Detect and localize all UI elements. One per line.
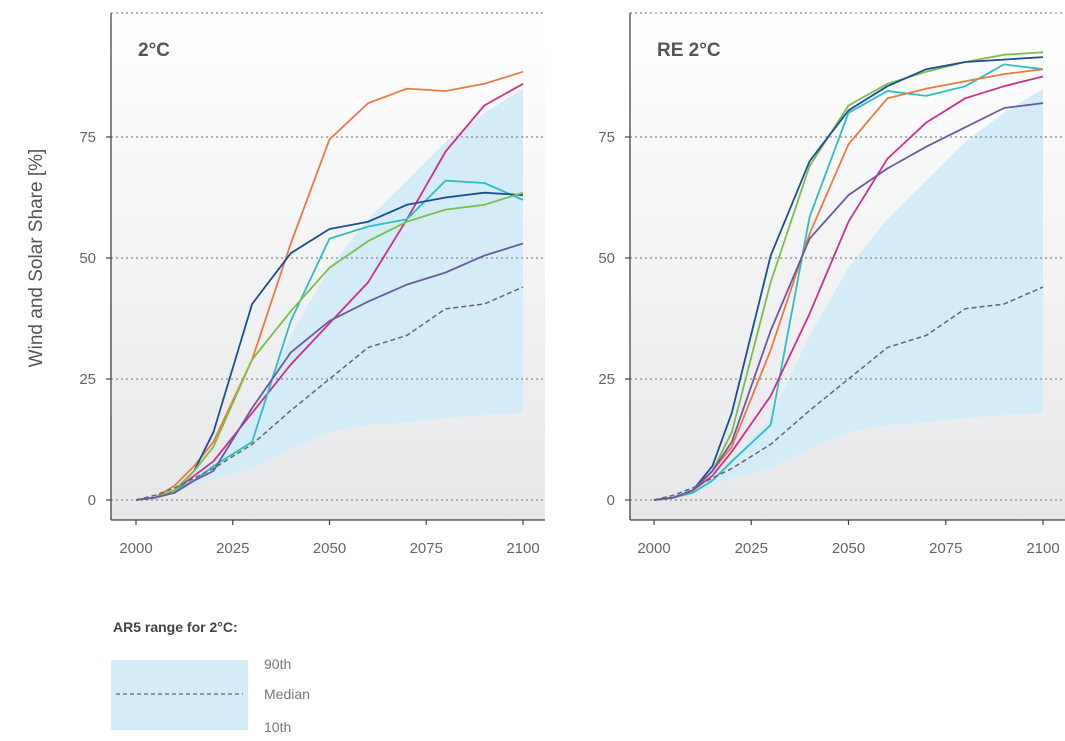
series-line-1 xyxy=(135,70,524,501)
panel-title: 2°C xyxy=(138,40,170,61)
legend-upper-label: 90th xyxy=(264,656,291,672)
y-tick-label: 75 xyxy=(598,129,615,146)
panel-2c: 0 25 50 75 2000 2025 2050 2075 2100 2°C xyxy=(79,12,545,557)
series-line-5 xyxy=(135,191,524,501)
series-line-6 xyxy=(135,242,524,501)
legend-median-label: Median xyxy=(264,686,310,702)
series-line-6 xyxy=(653,102,1044,501)
x-tick-label: 2025 xyxy=(735,540,768,557)
panel-re-2c: 0 25 50 75 2000 2025 2050 2075 2100 RE 2°C xyxy=(598,12,1065,557)
legend-band-swatch xyxy=(111,660,248,730)
legend: AR5 range for 2°C: 90th Median 10th xyxy=(111,619,310,735)
y-tick-label: 0 xyxy=(88,492,96,509)
legend-title: AR5 range for 2°C: xyxy=(113,619,238,635)
y-tick-label: 25 xyxy=(79,371,96,388)
x-tick-label: 2075 xyxy=(929,540,962,557)
series-line-3 xyxy=(653,63,1044,501)
x-tick-label: 2100 xyxy=(506,540,539,557)
panel-title: RE 2°C xyxy=(657,40,721,61)
y-tick-label: 75 xyxy=(79,129,96,146)
median-line xyxy=(653,286,1044,501)
y-tick-label: 50 xyxy=(598,250,615,267)
x-tick-label: 2100 xyxy=(1026,540,1059,557)
legend-lower-label: 10th xyxy=(264,719,291,735)
x-tick-label: 2000 xyxy=(119,540,152,557)
x-tick-label: 2025 xyxy=(216,540,249,557)
y-tick-label: 50 xyxy=(79,250,96,267)
x-tick-label: 2050 xyxy=(313,540,346,557)
y-tick-label: 25 xyxy=(598,371,615,388)
ar5-range-band xyxy=(654,88,1043,500)
y-axis-label: Wind and Solar Share [%] xyxy=(26,149,47,368)
y-tick-label: 0 xyxy=(607,492,615,509)
x-tick-label: 2050 xyxy=(832,540,865,557)
x-tick-label: 2000 xyxy=(637,540,670,557)
ar5-range-band xyxy=(136,88,523,500)
x-tick-label: 2075 xyxy=(410,540,443,557)
